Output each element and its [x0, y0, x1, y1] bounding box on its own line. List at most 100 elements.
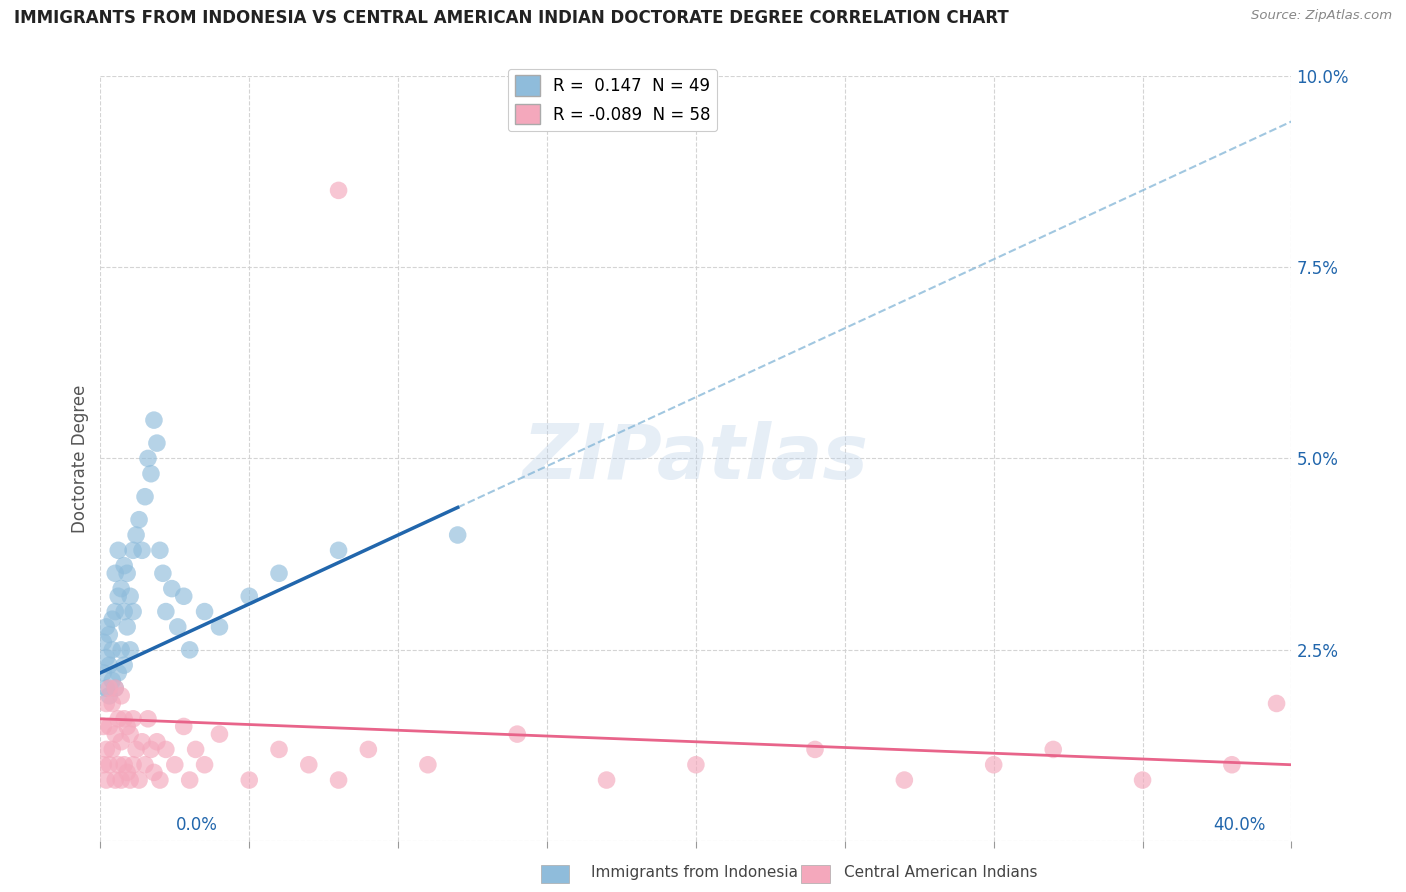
Point — [893, 773, 915, 788]
Point — [134, 490, 156, 504]
Point — [194, 757, 217, 772]
Point — [104, 681, 127, 695]
Point — [101, 742, 124, 756]
Point — [447, 528, 470, 542]
Point — [131, 735, 153, 749]
Point — [166, 620, 188, 634]
Point — [416, 757, 439, 772]
Point — [101, 673, 124, 688]
Point — [91, 757, 114, 772]
Point — [98, 627, 121, 641]
Point — [107, 712, 129, 726]
Point — [110, 582, 132, 596]
Point — [208, 620, 231, 634]
Point — [804, 742, 827, 756]
Point — [506, 727, 529, 741]
Point — [685, 757, 707, 772]
Point — [149, 543, 172, 558]
Point — [91, 635, 114, 649]
Point — [267, 566, 290, 581]
Text: ZIPatlas: ZIPatlas — [523, 421, 869, 495]
Point — [128, 513, 150, 527]
Point — [98, 681, 121, 695]
Point — [328, 183, 350, 197]
Point — [104, 605, 127, 619]
Point — [107, 665, 129, 680]
Point — [155, 605, 177, 619]
Point — [115, 620, 138, 634]
Point — [115, 765, 138, 780]
Point — [184, 742, 207, 756]
Text: 40.0%: 40.0% — [1213, 816, 1265, 834]
Point — [146, 735, 169, 749]
Point — [98, 719, 121, 733]
Point — [238, 589, 260, 603]
Point — [160, 582, 183, 596]
Point — [136, 451, 159, 466]
Point — [96, 681, 118, 695]
Point — [142, 413, 165, 427]
Point — [120, 727, 142, 741]
Point — [267, 742, 290, 756]
Point — [101, 643, 124, 657]
Point — [131, 543, 153, 558]
Point — [122, 605, 145, 619]
Point — [104, 773, 127, 788]
Text: 0.0%: 0.0% — [176, 816, 218, 834]
Point — [110, 643, 132, 657]
Point — [101, 697, 124, 711]
Point — [112, 658, 135, 673]
Point — [125, 528, 148, 542]
Point — [328, 773, 350, 788]
Point — [134, 757, 156, 772]
Point — [238, 773, 260, 788]
Point — [1220, 757, 1243, 772]
Point — [91, 719, 114, 733]
Point — [107, 757, 129, 772]
Point — [96, 773, 118, 788]
Point — [101, 612, 124, 626]
Point — [122, 543, 145, 558]
Point — [155, 742, 177, 756]
Point — [142, 765, 165, 780]
Point — [328, 543, 350, 558]
Point — [136, 712, 159, 726]
Point — [96, 650, 118, 665]
Point — [112, 757, 135, 772]
Point — [139, 467, 162, 481]
Text: Source: ZipAtlas.com: Source: ZipAtlas.com — [1251, 9, 1392, 22]
Point — [163, 757, 186, 772]
Point — [96, 742, 118, 756]
Point — [110, 689, 132, 703]
Point — [120, 589, 142, 603]
Point — [179, 773, 201, 788]
Point — [128, 773, 150, 788]
Text: Immigrants from Indonesia: Immigrants from Indonesia — [591, 865, 797, 880]
Point — [110, 735, 132, 749]
Point — [91, 665, 114, 680]
Point — [98, 757, 121, 772]
Point — [96, 620, 118, 634]
Point — [179, 643, 201, 657]
Point — [120, 773, 142, 788]
Point — [173, 719, 195, 733]
Point — [357, 742, 380, 756]
Point — [112, 558, 135, 573]
Point — [112, 712, 135, 726]
Point — [122, 757, 145, 772]
Point — [139, 742, 162, 756]
Point — [983, 757, 1005, 772]
Point — [112, 605, 135, 619]
Point — [1265, 697, 1288, 711]
Text: IMMIGRANTS FROM INDONESIA VS CENTRAL AMERICAN INDIAN DOCTORATE DEGREE CORRELATIO: IMMIGRANTS FROM INDONESIA VS CENTRAL AME… — [14, 9, 1010, 27]
Point — [1132, 773, 1154, 788]
Point — [96, 697, 118, 711]
Point — [595, 773, 617, 788]
Point — [194, 605, 217, 619]
Point — [298, 757, 321, 772]
Point — [122, 712, 145, 726]
Point — [120, 643, 142, 657]
Point — [125, 742, 148, 756]
Point — [115, 719, 138, 733]
Point — [152, 566, 174, 581]
